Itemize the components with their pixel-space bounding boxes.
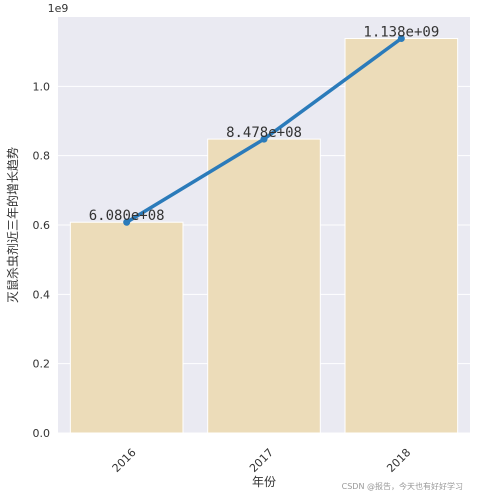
data-label: 1.138e+09	[363, 24, 439, 40]
y-tick-label: 0.0	[33, 427, 51, 440]
bar-2016	[69, 221, 184, 434]
trend-points	[123, 34, 405, 226]
trend-point	[260, 135, 268, 143]
x-tick-label: 2018	[384, 446, 413, 475]
x-tick-label: 2017	[247, 446, 276, 475]
y-scale-label: 1e9	[48, 2, 69, 15]
data-label: 6.080e+08	[89, 208, 165, 224]
y-tick-label: 0.8	[33, 150, 51, 163]
y-tick-label: 0.6	[33, 219, 51, 232]
x-axis-label: 年份	[252, 475, 276, 489]
y-axis-ticks: 0.0 0.2 0.4 0.6 0.8 1.0	[33, 80, 51, 440]
data-label: 8.478e+08	[226, 125, 302, 141]
bars	[69, 37, 459, 434]
trend-point	[397, 34, 405, 42]
y-tick-label: 1.0	[33, 80, 51, 93]
bar-2018	[344, 37, 459, 434]
data-labels: 6.080e+08 8.478e+08 1.138e+09	[89, 24, 440, 224]
bar-2017	[207, 138, 321, 434]
trend-point	[123, 218, 131, 226]
y-axis-label: 灭鼠杀虫剂近三年的增长趋势	[5, 147, 20, 303]
x-tick-label: 2016	[110, 446, 139, 475]
y-tick-label: 0.4	[33, 288, 51, 301]
watermark: CSDN @报告，今天也有好好学习	[341, 482, 463, 491]
y-tick-label: 0.2	[33, 358, 51, 371]
x-axis-ticks: 2016 2017 2018	[110, 446, 414, 475]
